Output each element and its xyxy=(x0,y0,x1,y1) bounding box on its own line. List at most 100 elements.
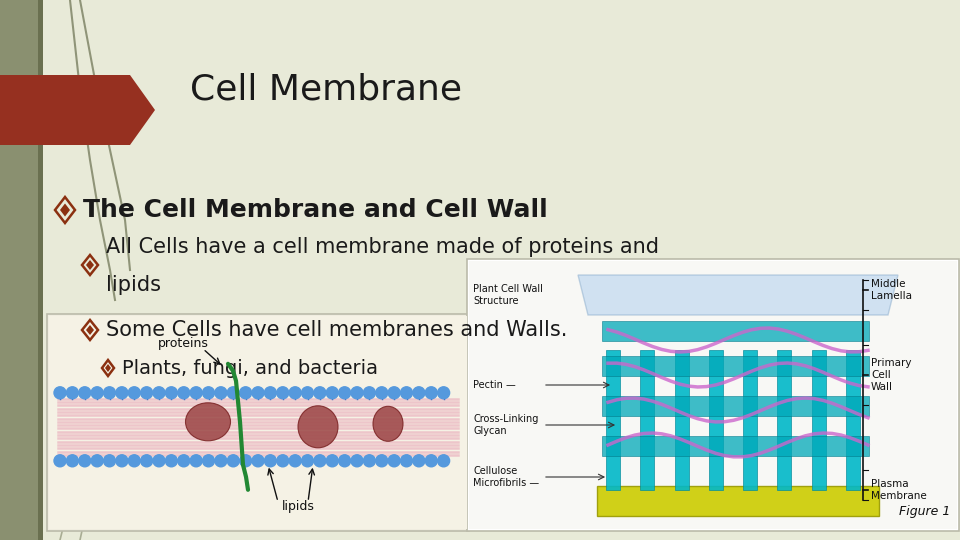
Circle shape xyxy=(104,455,115,467)
Circle shape xyxy=(66,387,79,399)
Circle shape xyxy=(438,387,449,399)
Circle shape xyxy=(203,455,214,467)
Circle shape xyxy=(116,455,128,467)
Text: Primary
Cell
Wall: Primary Cell Wall xyxy=(871,359,911,392)
Circle shape xyxy=(140,455,153,467)
Circle shape xyxy=(301,455,314,467)
Circle shape xyxy=(375,387,388,399)
Circle shape xyxy=(165,387,178,399)
Circle shape xyxy=(326,455,338,467)
FancyBboxPatch shape xyxy=(597,486,879,516)
Circle shape xyxy=(129,455,140,467)
Circle shape xyxy=(153,387,165,399)
Circle shape xyxy=(140,387,153,399)
Circle shape xyxy=(400,387,413,399)
Circle shape xyxy=(252,387,264,399)
Text: Cellulose
Microfibrils —: Cellulose Microfibrils — xyxy=(473,466,540,488)
Circle shape xyxy=(339,387,350,399)
Polygon shape xyxy=(86,325,94,335)
Polygon shape xyxy=(86,260,94,270)
Circle shape xyxy=(228,387,239,399)
Circle shape xyxy=(165,455,178,467)
Circle shape xyxy=(326,387,338,399)
Bar xyxy=(846,350,860,490)
Circle shape xyxy=(240,455,252,467)
Circle shape xyxy=(276,387,289,399)
Text: Middle
Lamella: Middle Lamella xyxy=(871,279,912,301)
Polygon shape xyxy=(60,204,70,217)
Circle shape xyxy=(203,387,214,399)
Circle shape xyxy=(79,455,91,467)
Circle shape xyxy=(364,455,375,467)
Circle shape xyxy=(178,387,190,399)
Circle shape xyxy=(339,455,350,467)
Ellipse shape xyxy=(373,406,403,441)
Circle shape xyxy=(91,455,103,467)
FancyBboxPatch shape xyxy=(467,259,959,531)
Bar xyxy=(708,350,723,490)
Circle shape xyxy=(400,455,413,467)
Bar xyxy=(469,261,957,529)
Circle shape xyxy=(388,455,400,467)
Circle shape xyxy=(289,387,301,399)
Bar xyxy=(0,0,38,540)
Bar xyxy=(743,350,757,490)
Circle shape xyxy=(190,455,203,467)
Circle shape xyxy=(178,455,190,467)
FancyBboxPatch shape xyxy=(602,356,869,376)
Circle shape xyxy=(228,455,239,467)
Circle shape xyxy=(351,455,363,467)
Circle shape xyxy=(264,387,276,399)
Text: Some Cells have cell membranes and Walls.: Some Cells have cell membranes and Walls… xyxy=(106,320,567,340)
Circle shape xyxy=(264,455,276,467)
Circle shape xyxy=(190,387,203,399)
Text: Cell Membrane: Cell Membrane xyxy=(190,73,462,107)
Circle shape xyxy=(425,387,437,399)
Ellipse shape xyxy=(185,403,230,441)
Circle shape xyxy=(289,455,301,467)
Bar xyxy=(606,350,620,490)
Circle shape xyxy=(276,455,289,467)
Text: Cross-Linking
Glycan: Cross-Linking Glycan xyxy=(473,414,539,436)
Circle shape xyxy=(66,455,79,467)
Text: lipids: lipids xyxy=(281,500,315,513)
Text: All Cells have a cell membrane made of proteins and: All Cells have a cell membrane made of p… xyxy=(106,237,659,257)
Circle shape xyxy=(91,387,103,399)
Circle shape xyxy=(79,387,91,399)
Bar xyxy=(778,350,791,490)
Circle shape xyxy=(364,387,375,399)
Circle shape xyxy=(301,387,314,399)
FancyBboxPatch shape xyxy=(602,436,869,456)
Bar xyxy=(49,316,467,529)
Polygon shape xyxy=(105,364,111,372)
Text: lipids: lipids xyxy=(106,275,161,295)
Circle shape xyxy=(351,387,363,399)
Bar xyxy=(812,350,826,490)
Circle shape xyxy=(425,455,437,467)
Text: Plasma
Membrane: Plasma Membrane xyxy=(871,479,926,501)
FancyBboxPatch shape xyxy=(47,314,469,531)
Circle shape xyxy=(104,387,115,399)
Text: Pectin —: Pectin — xyxy=(473,380,516,390)
Circle shape xyxy=(215,387,227,399)
Circle shape xyxy=(54,455,66,467)
Bar xyxy=(675,350,688,490)
Text: proteins: proteins xyxy=(157,337,208,350)
Circle shape xyxy=(215,455,227,467)
Text: Plant Cell Wall
Structure: Plant Cell Wall Structure xyxy=(473,284,542,306)
Circle shape xyxy=(438,455,449,467)
Circle shape xyxy=(240,387,252,399)
Text: Plants, fungi, and bacteria: Plants, fungi, and bacteria xyxy=(122,359,378,377)
Circle shape xyxy=(54,387,66,399)
Bar xyxy=(640,350,655,490)
Circle shape xyxy=(314,455,325,467)
Circle shape xyxy=(252,455,264,467)
Bar xyxy=(38,0,43,540)
Circle shape xyxy=(129,387,140,399)
Text: The Cell Membrane and Cell Wall: The Cell Membrane and Cell Wall xyxy=(83,198,548,222)
Circle shape xyxy=(375,455,388,467)
Circle shape xyxy=(413,455,425,467)
FancyBboxPatch shape xyxy=(602,321,869,341)
Circle shape xyxy=(388,387,400,399)
Polygon shape xyxy=(0,75,155,145)
